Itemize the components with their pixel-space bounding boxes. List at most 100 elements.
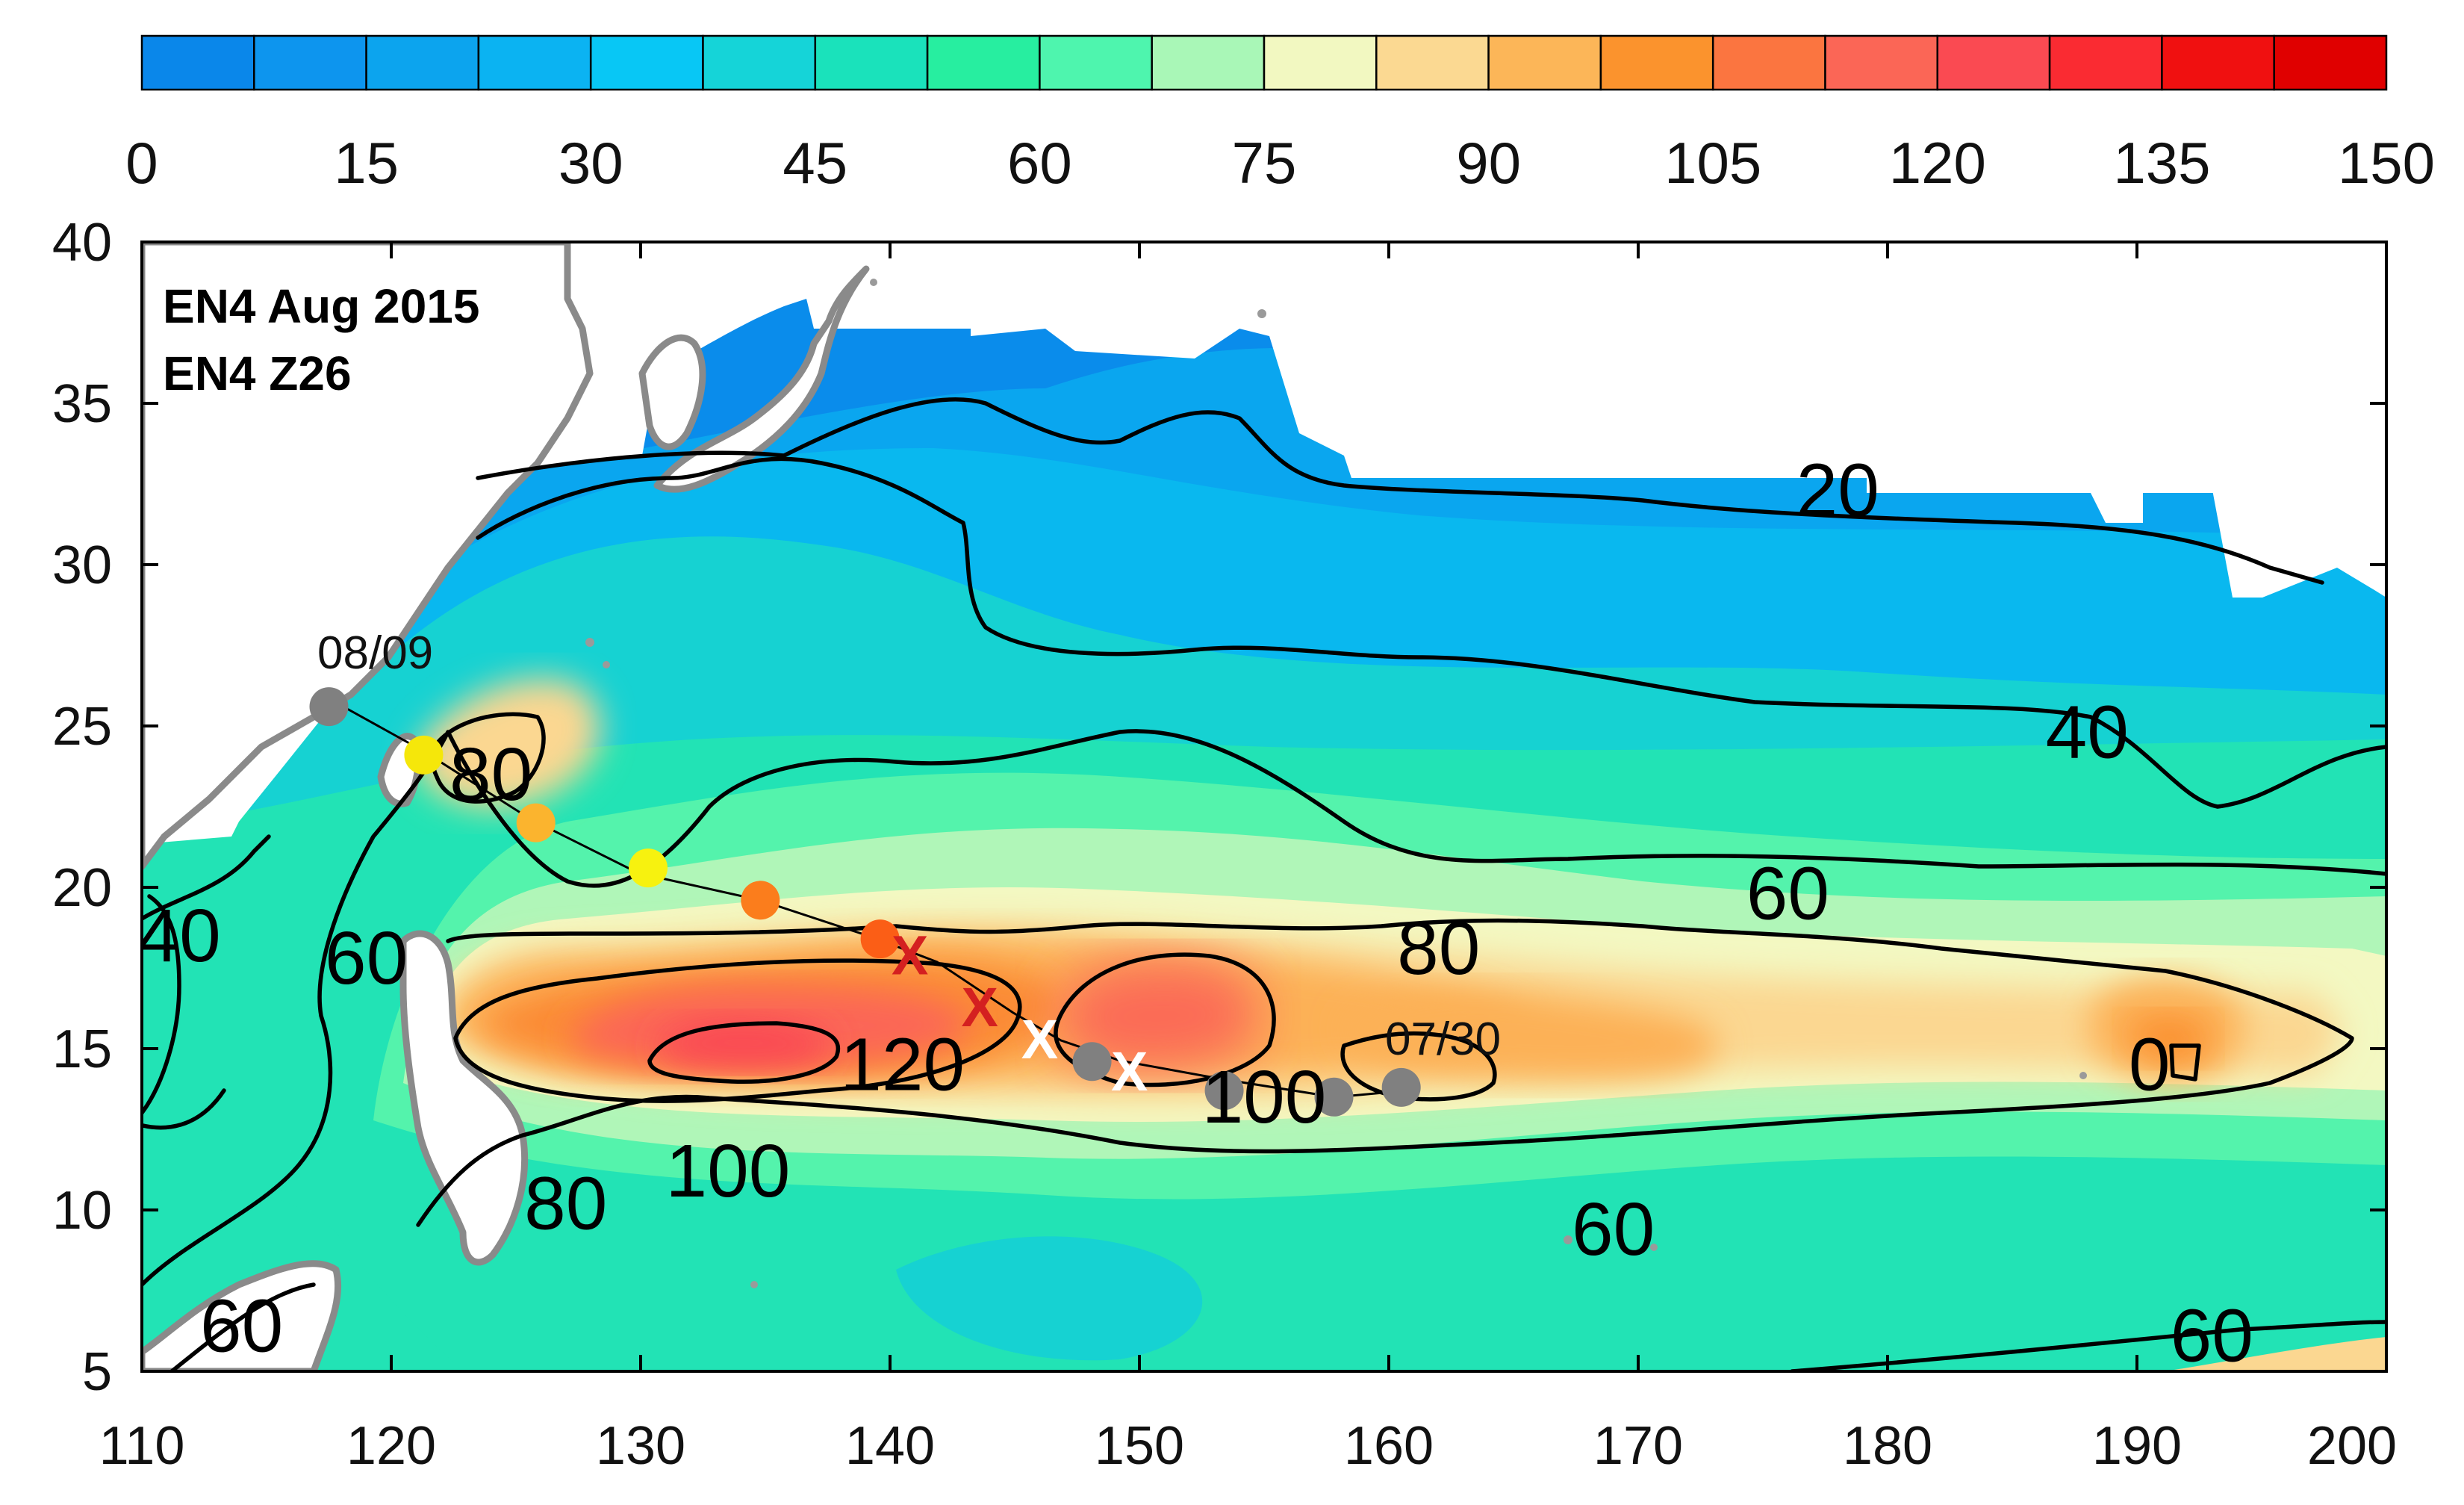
- y-tick-label: 40: [52, 213, 112, 273]
- track-point: [309, 687, 349, 727]
- colorbar-tick-label: 75: [1232, 130, 1297, 196]
- contour-label: 80: [524, 1161, 607, 1245]
- colorbar-tick-label: 30: [559, 130, 623, 196]
- colorbar-box: [1039, 34, 1153, 91]
- contour-label: 60: [2171, 1294, 2253, 1377]
- x-tick-label: 150: [1095, 1416, 1184, 1476]
- coastline-china: [142, 242, 594, 870]
- colorbar-box: [1936, 34, 2051, 91]
- contour-60-south-west: [169, 1282, 316, 1371]
- colorbar-tick-label: 45: [783, 130, 847, 196]
- contour-label: 40: [137, 894, 220, 978]
- contour-60-south: [1790, 1320, 2386, 1371]
- colorbar-tick-label: 15: [334, 130, 399, 196]
- x-tick-label: 180: [1843, 1416, 1932, 1476]
- track-point: [1072, 1042, 1112, 1082]
- contour-80-west: [142, 834, 271, 1130]
- track-point: [404, 735, 444, 775]
- contour-label: 60: [200, 1285, 283, 1368]
- contour-label: 100: [1202, 1055, 1327, 1139]
- y-tick-label: 10: [52, 1181, 112, 1241]
- colorbar-box: [1487, 34, 1602, 91]
- x-tick-label: 190: [2092, 1416, 2182, 1476]
- panel-title-line1: EN4 Aug 2015: [163, 279, 479, 333]
- colorbar: 0 15 30 45 60 75 90 105 120 135 150: [125, 34, 2435, 196]
- track-x-mark: X: [892, 925, 928, 987]
- track-x-mark: X: [1021, 1008, 1058, 1070]
- track-x-mark: X: [1111, 1040, 1148, 1102]
- contour-label: 20: [1796, 449, 1879, 533]
- contour-label: 60: [1572, 1188, 1655, 1271]
- colorbar-box: [1151, 34, 1266, 91]
- x-tick-label: 160: [1344, 1416, 1434, 1476]
- track-point: [860, 919, 900, 959]
- track-start-date: 08/09: [317, 627, 433, 679]
- colorbar-box: [140, 34, 255, 91]
- y-tick-label: 5: [82, 1342, 112, 1402]
- y-tick-label: 15: [52, 1020, 112, 1079]
- depth-core-far-east-inner: [2128, 1016, 2209, 1061]
- contour-120: [647, 1021, 841, 1084]
- colorbar-boxes: [140, 34, 2388, 91]
- contour-label: 40: [2046, 691, 2129, 775]
- x-tick-label: 170: [1593, 1416, 1683, 1476]
- contour-40-west: [142, 894, 181, 1115]
- colorbar-box: [814, 34, 929, 91]
- track-point: [1204, 1071, 1244, 1111]
- y-tick-label: 30: [52, 536, 112, 595]
- contour-60: [142, 729, 2386, 1287]
- contour-100: [453, 958, 1022, 1103]
- panel-title: EN4 Aug 2015 EN4 Z26: [163, 279, 479, 400]
- colorbar-box: [2161, 34, 2275, 91]
- colorbar-tick-label: 60: [1007, 130, 1072, 196]
- contour-label: 120: [840, 1023, 965, 1107]
- colorbar-box: [365, 34, 480, 91]
- plot-frame: [140, 241, 2388, 1373]
- colorbar-box: [1375, 34, 1490, 91]
- no-data-pocket-east: [2091, 478, 2386, 598]
- coastline-korea: [638, 334, 706, 450]
- contour-lines: [142, 397, 2386, 1371]
- colorbar-box: [1824, 34, 1939, 91]
- track-point: [1314, 1077, 1354, 1117]
- x-tick-label: 130: [596, 1416, 685, 1476]
- colorbar-box: [2048, 34, 2163, 91]
- colorbar-box: [477, 34, 592, 91]
- colorbar-tick-label: 90: [1456, 130, 1521, 196]
- depth-band-south-low: [896, 1236, 1203, 1361]
- track-point: [516, 803, 556, 843]
- y-tick-label: 20: [52, 858, 112, 918]
- colorbar-box: [1599, 34, 1714, 91]
- x-tick-label: 200: [2307, 1416, 2397, 1476]
- colorbar-tick-labels: 0 15 30 45 60 75 90 105 120 135 150: [125, 130, 2435, 196]
- no-data-area-north: [142, 242, 2386, 844]
- contour-0-far-east: [2169, 1043, 2201, 1082]
- track-end-date: 07/30: [1385, 1014, 1501, 1065]
- contour-100-east-small: [1340, 1031, 1497, 1102]
- contour-label: 0: [2129, 1023, 2171, 1107]
- contour-80: [416, 918, 2354, 1227]
- y-tick-label: 25: [52, 697, 112, 757]
- colorbar-box: [589, 34, 704, 91]
- track-point: [1381, 1067, 1421, 1107]
- colorbar-tick-label: 0: [125, 130, 158, 196]
- contour-label: 60: [1746, 852, 1829, 936]
- x-axis: 110 120 130 140 150 160 170 180 190 200: [99, 242, 2397, 1476]
- colorbar-box: [1711, 34, 1826, 91]
- colorbar-tick-label: 150: [2338, 130, 2435, 196]
- depth-band-south-east: [2165, 1337, 2386, 1371]
- cyclone-track-points: [309, 687, 1421, 1117]
- depth-core-east: [1055, 961, 1260, 1071]
- colorbar-box: [1263, 34, 1378, 91]
- x-tick-label: 110: [99, 1416, 185, 1476]
- colorbar-box: [926, 34, 1041, 91]
- y-tick-label: 35: [52, 374, 112, 434]
- contour-80-taiwan: [430, 712, 546, 804]
- x-tick-label: 140: [845, 1416, 935, 1476]
- contour-40: [476, 456, 2386, 809]
- coastline-philippines: [399, 930, 529, 1266]
- contour-label: 60: [325, 916, 408, 1000]
